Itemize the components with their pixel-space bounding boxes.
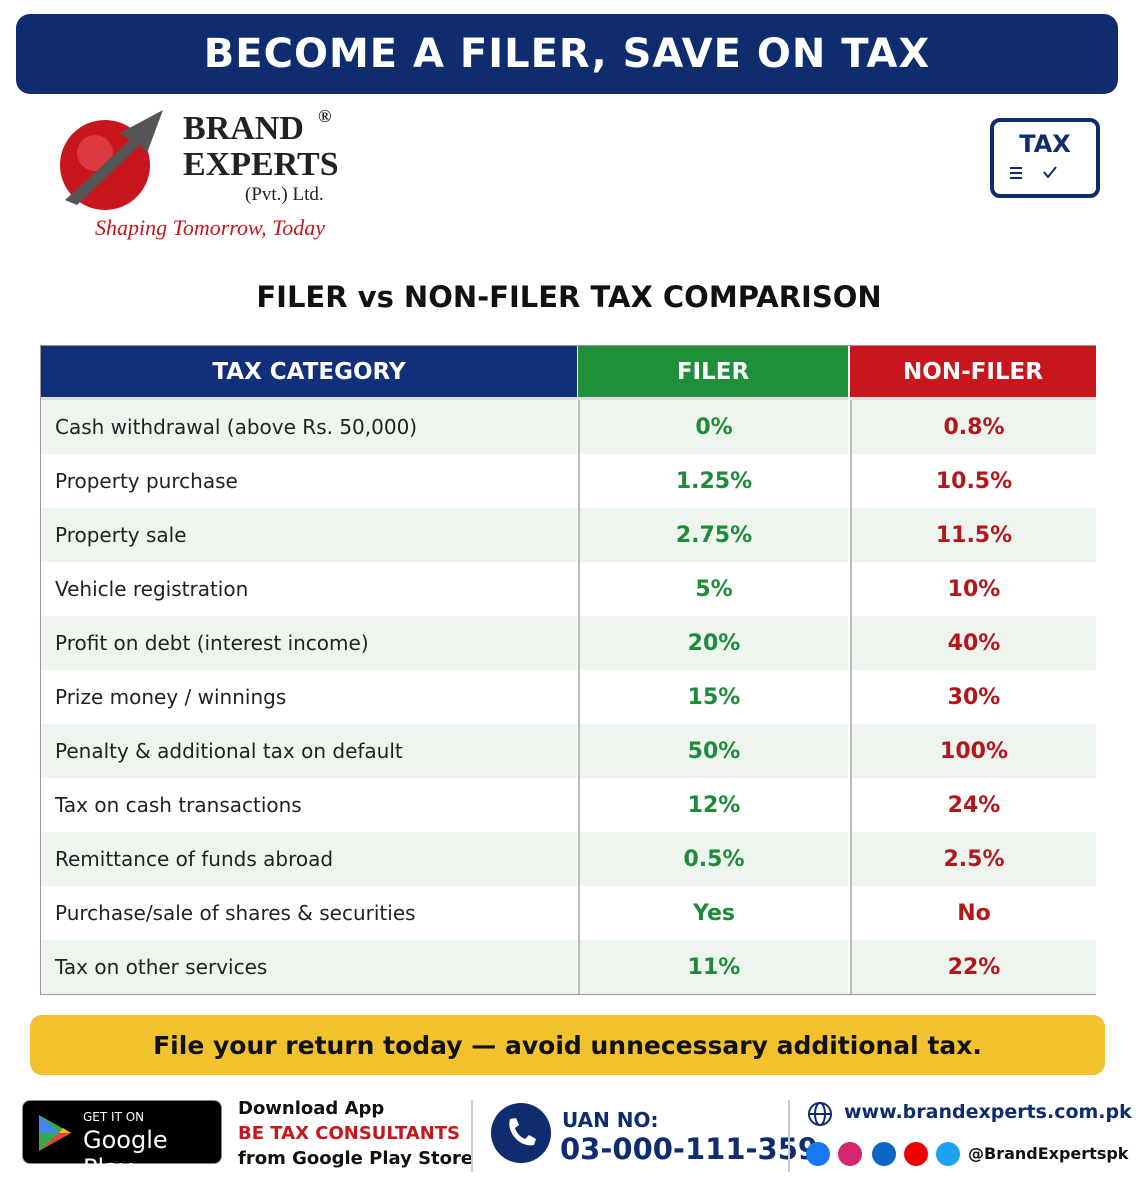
rate-cell: 2.75% (578, 508, 848, 562)
category-cell: Vehicle registration (41, 562, 577, 616)
column-header: NON-FILER (850, 346, 1096, 400)
category-cell: Penalty & additional tax on default (41, 724, 577, 778)
rate-cell: 10.5% (850, 454, 1096, 508)
uan-number: 03-000-111-359 (560, 1132, 819, 1166)
play-icon (39, 1115, 71, 1151)
rate-cell: 10% (850, 562, 1096, 616)
badge-label: TAX (1019, 130, 1071, 158)
category-cell: Purchase/sale of shares & securities (41, 886, 577, 940)
comparison-table: TAX CATEGORY FILER NON-FILER Cash withdrawa… (40, 345, 1096, 995)
divider (471, 1100, 473, 1172)
rate-cell: 22% (850, 940, 1096, 994)
tagline: Shaping Tomorrow, Today (95, 215, 326, 240)
app-line: BE TAX CONSULTANTS (238, 1123, 461, 1144)
rate-cell: No (850, 886, 1096, 940)
google-play-badge[interactable]: GET IT ON Google Play (22, 1100, 222, 1182)
brand-name: EXPERTS (183, 146, 339, 183)
social-handle: @BrandExpertspk (968, 1144, 1129, 1163)
category-cell: Prize money / winnings (41, 670, 577, 724)
app-line: from Google Play Store (238, 1148, 474, 1169)
rate-cell: 30% (850, 670, 1096, 724)
rate-cell: Yes (578, 886, 848, 940)
category-cell: Tax on cash transactions (41, 778, 577, 832)
app-line: Download App (238, 1098, 385, 1119)
column-header: FILER (578, 346, 848, 400)
brand-name: BRAND (183, 110, 304, 147)
rate-cell: 5% (578, 562, 848, 616)
category-cell: Property purchase (41, 454, 577, 508)
store-big: Google Play (83, 1126, 168, 1182)
rate-cell: 40% (850, 616, 1096, 670)
category-cell: Profit on debt (interest income) (41, 616, 577, 670)
category-cell: Remittance of funds abroad (41, 832, 577, 886)
banner: File your return today — avoid unnecessa… (30, 1015, 1105, 1075)
section-title: FILER vs NON-FILER TAX COMPARISON (256, 280, 882, 314)
store-small: GET IT ON (83, 1110, 145, 1124)
category-cell: Cash withdrawal (above Rs. 50,000) (41, 400, 577, 454)
globe-icon (808, 1102, 832, 1126)
registered-mark: ® (318, 106, 332, 126)
rate-cell: 2.5% (850, 832, 1096, 886)
tax-badge: TAX (990, 118, 1100, 198)
divider (788, 1100, 790, 1172)
rate-cell: 11.5% (850, 508, 1096, 562)
rate-cell: 20% (578, 616, 848, 670)
column-header: TAX CATEGORY (41, 346, 577, 400)
rate-cell: 11% (578, 940, 848, 994)
brand-suffix: (Pvt.) Ltd. (245, 184, 324, 205)
category-cell: Tax on other services (41, 940, 577, 994)
rate-cell: 15% (578, 670, 848, 724)
rate-cell: 24% (850, 778, 1096, 832)
rate-cell: 1.25% (578, 454, 848, 508)
rate-cell: 0.8% (850, 400, 1096, 454)
phone-icon (491, 1103, 551, 1163)
website[interactable]: www.brandexperts.com.pk (844, 1101, 1132, 1123)
rate-cell: 50% (578, 724, 848, 778)
rate-cell: 0% (578, 400, 848, 454)
rate-cell: 100% (850, 724, 1096, 778)
logo-mark (60, 110, 163, 210)
uan-label: UAN NO: (562, 1108, 659, 1132)
rate-cell: 0.5% (578, 832, 848, 886)
category-cell: Property sale (41, 508, 577, 562)
social-icons[interactable] (804, 1140, 964, 1168)
header-title: BECOME A FILER, SAVE ON TAX (16, 14, 1118, 94)
rate-cell: 12% (578, 778, 848, 832)
badge-icons (1010, 166, 1057, 179)
